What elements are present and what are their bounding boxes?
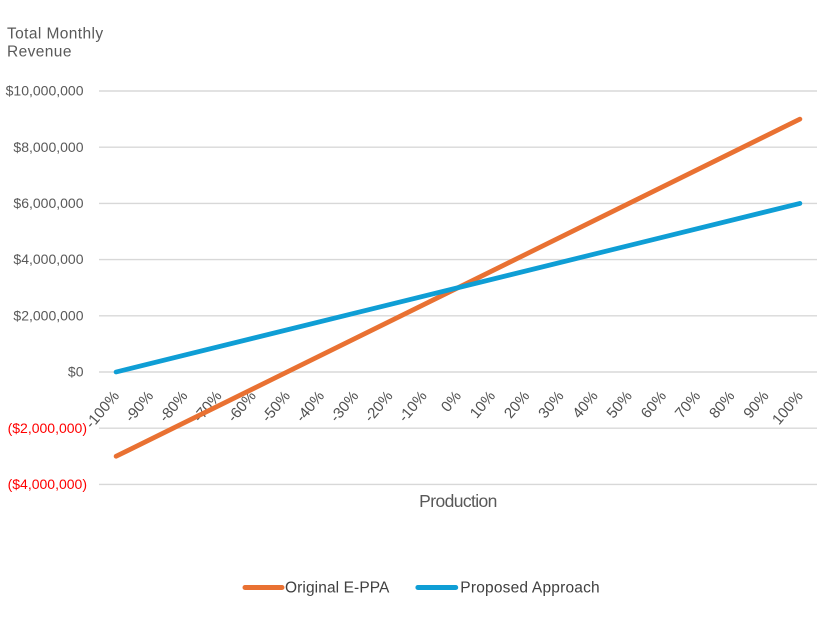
svg-text:$0: $0	[68, 364, 84, 380]
svg-text:($2,000,000): ($2,000,000)	[8, 420, 87, 436]
svg-text:$8,000,000: $8,000,000	[13, 139, 83, 155]
svg-text:$10,000,000: $10,000,000	[6, 83, 84, 99]
svg-text:Proposed Approach: Proposed Approach	[460, 580, 600, 597]
svg-text:Revenue: Revenue	[7, 43, 72, 60]
svg-text:$2,000,000: $2,000,000	[13, 307, 83, 323]
svg-text:$6,000,000: $6,000,000	[13, 195, 83, 211]
svg-text:Total Monthly: Total Monthly	[7, 26, 104, 43]
svg-text:Production: Production	[419, 491, 497, 511]
svg-text:($4,000,000): ($4,000,000)	[8, 476, 87, 492]
svg-text:Original E-PPA: Original E-PPA	[285, 580, 390, 597]
svg-text:$4,000,000: $4,000,000	[13, 251, 83, 267]
